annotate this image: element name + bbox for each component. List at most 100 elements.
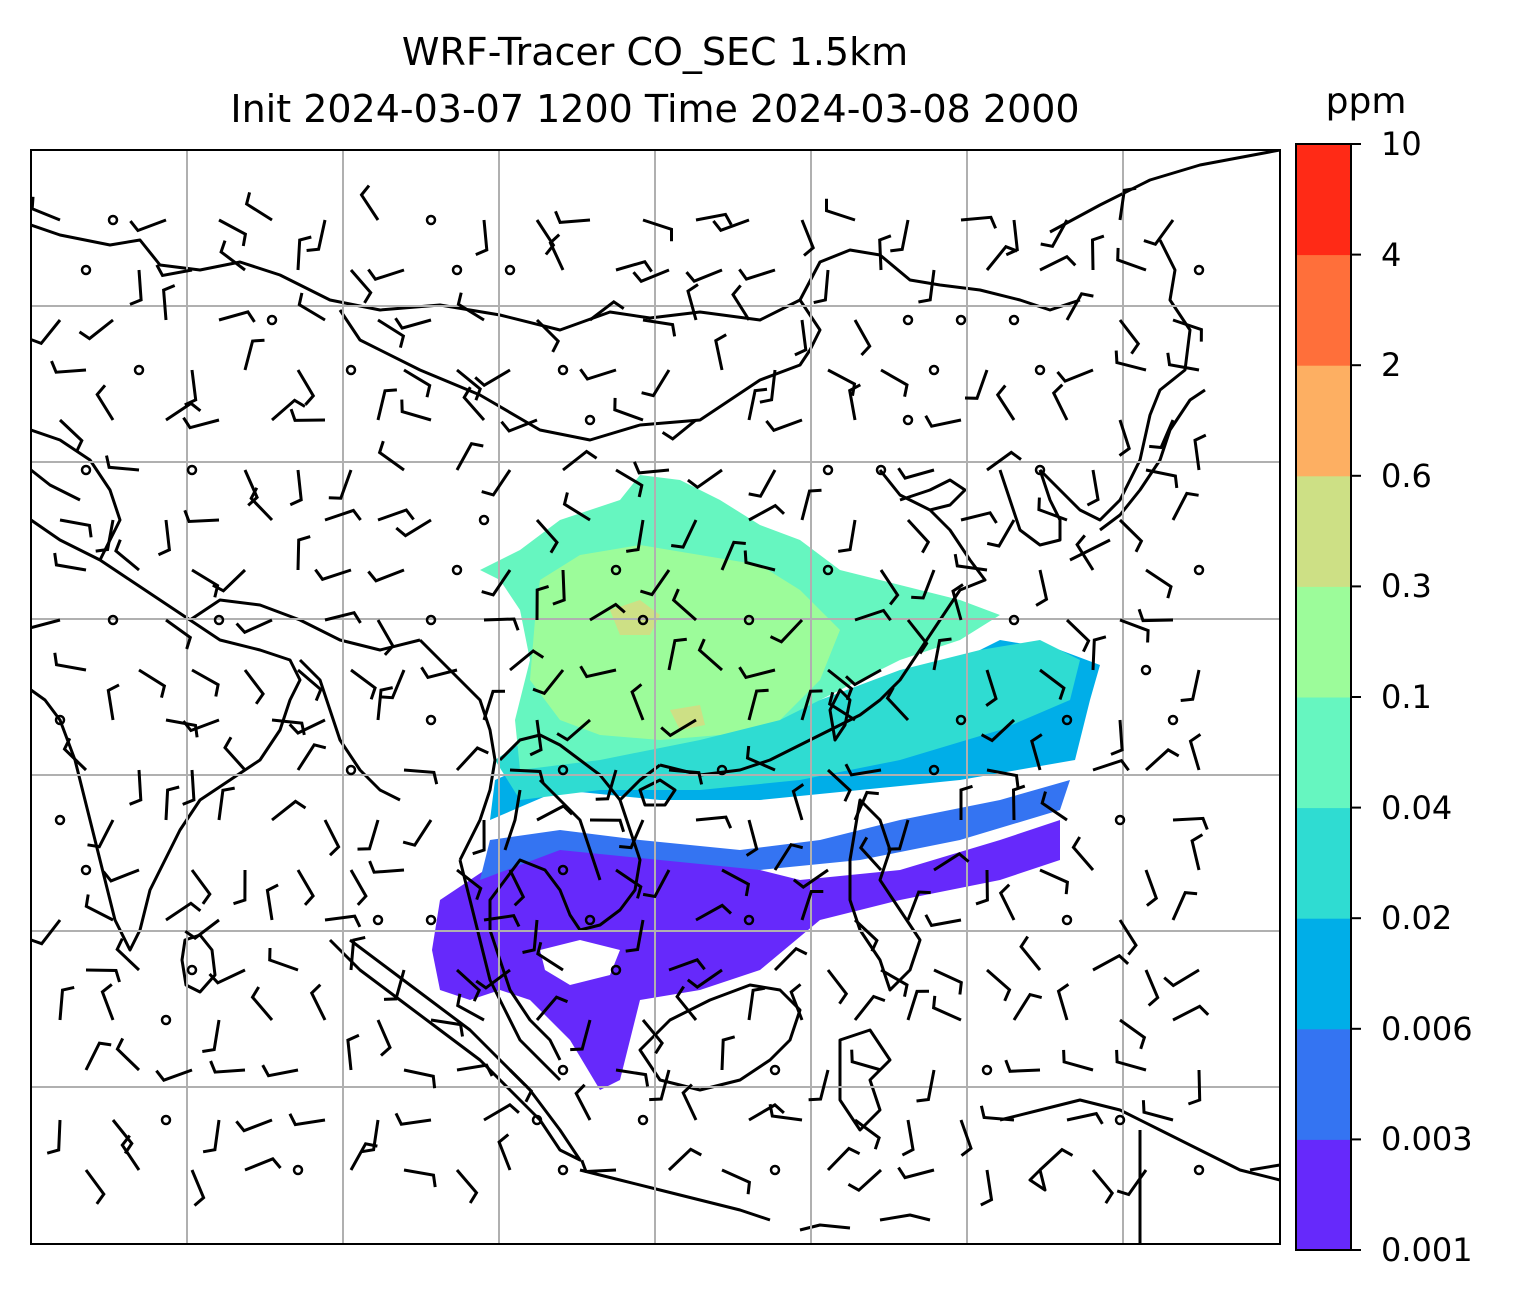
wind-barb <box>906 989 930 1021</box>
wind-barb <box>667 1147 703 1172</box>
wind-barb <box>1145 568 1173 599</box>
wind-barb <box>532 669 565 696</box>
wind-calm-marker <box>425 214 437 226</box>
wind-barb <box>306 219 327 252</box>
wind-barb <box>377 318 406 348</box>
wind-barb <box>1051 383 1069 421</box>
wind-barb <box>164 785 180 821</box>
wind-barb <box>483 1102 520 1122</box>
wind-barb <box>789 983 804 1021</box>
wind-barb <box>218 218 248 247</box>
wind-barb <box>522 919 539 954</box>
wind-barb <box>535 219 556 256</box>
wind-barb <box>183 509 220 524</box>
wind-barb <box>615 468 644 498</box>
wind-calm-marker <box>557 864 569 876</box>
wind-calm-marker <box>425 714 437 726</box>
wind-barb <box>1066 1111 1104 1125</box>
wind-barb <box>960 215 997 229</box>
wind-barb <box>297 668 323 702</box>
plume-level-03 <box>610 600 705 730</box>
wind-barb <box>556 718 591 742</box>
wind-barb <box>296 869 315 906</box>
wind-barb <box>1172 318 1203 342</box>
wind-barb <box>1114 350 1147 372</box>
wind-barb <box>84 1169 106 1205</box>
wind-barb <box>826 969 849 1005</box>
wind-barb <box>1037 497 1068 522</box>
wind-barb <box>497 1133 512 1171</box>
wind-barb <box>1116 1169 1148 1197</box>
wind-calm-marker <box>531 1114 543 1126</box>
wind-barb <box>202 1019 221 1053</box>
colorbar-tick-label: 0.003 <box>1381 1120 1473 1159</box>
wind-barb <box>1012 992 1043 1021</box>
colorbar-tick-label: 0.006 <box>1381 1009 1473 1048</box>
colorbar-tick-label: 10 <box>1381 125 1422 163</box>
wind-barb <box>671 519 698 549</box>
wind-calm-marker <box>345 364 357 376</box>
wind-barb <box>671 588 697 622</box>
wind-barb <box>249 487 274 522</box>
wind-barb <box>800 488 822 521</box>
wind-barb <box>383 969 406 1001</box>
wind-barb <box>129 218 167 233</box>
wind-barb <box>579 368 617 381</box>
wind-barb <box>165 901 202 922</box>
wind-barb <box>580 1159 617 1174</box>
wind-barb <box>296 535 311 571</box>
wind-barb <box>217 786 235 821</box>
wind-calm-marker <box>292 1164 304 1176</box>
gridlines <box>31 150 1280 1244</box>
wind-barb <box>165 401 202 422</box>
wind-barb <box>916 1069 936 1103</box>
wind-barb <box>642 869 671 899</box>
wind-barb <box>31 319 62 346</box>
wind-barb <box>190 869 212 905</box>
wind-barb <box>918 269 936 304</box>
wind-barb <box>1119 618 1150 643</box>
wind-barb <box>209 1060 246 1074</box>
wind-barb <box>897 1166 935 1180</box>
wind-barb <box>1039 254 1077 272</box>
wind-calm-marker <box>902 314 914 326</box>
wind-barb <box>455 1169 479 1204</box>
wind-barb <box>985 244 1018 271</box>
wind-barb <box>403 1168 437 1188</box>
wind-calm-marker <box>1193 564 1205 576</box>
wind-barb <box>377 508 415 522</box>
wind-barb <box>233 869 247 906</box>
wind-calm-marker <box>478 514 490 526</box>
wind-barb <box>1118 518 1144 553</box>
map-title-line-1: WRF-Tracer CO_SEC 1.5km <box>401 30 909 74</box>
wind-barb <box>1118 186 1137 221</box>
wind-barb <box>223 736 247 772</box>
wind-barb <box>244 1157 282 1172</box>
wind-barb <box>625 519 645 553</box>
wind-barb <box>743 550 776 572</box>
wind-barb <box>964 369 989 400</box>
wind-barb <box>535 584 550 621</box>
wind-barb <box>323 819 341 857</box>
wind-barb <box>641 1019 664 1055</box>
wind-barb <box>481 469 512 497</box>
wind-barb <box>773 946 808 972</box>
wind-barb <box>455 746 489 772</box>
wind-barb <box>190 1169 206 1207</box>
wind-barb <box>1065 292 1094 321</box>
wind-barb <box>456 292 485 322</box>
plume-level-0003 <box>480 780 1070 880</box>
coast-korea <box>998 469 1062 547</box>
wind-barb <box>639 569 671 597</box>
wind-calm-marker <box>928 764 940 776</box>
wind-barb <box>1190 833 1204 871</box>
wind-barb <box>359 184 380 221</box>
wind-calm-marker <box>981 1064 993 1076</box>
wind-barb <box>536 804 574 822</box>
wind-barb <box>84 894 114 922</box>
wind-barb <box>474 368 511 388</box>
wind-barb <box>1039 668 1066 700</box>
wind-barb <box>697 638 723 672</box>
wind-barb <box>1172 816 1209 831</box>
wind-barb <box>482 689 506 721</box>
